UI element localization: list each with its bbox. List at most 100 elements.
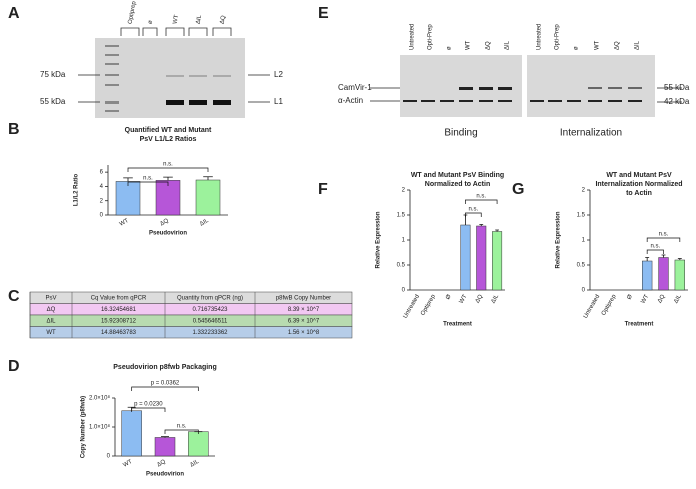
y-tick-label: 0 xyxy=(402,288,406,294)
significance-bracket xyxy=(127,167,209,172)
gel-image xyxy=(400,55,522,117)
error-bar xyxy=(203,176,213,180)
y-tick-label: 0 xyxy=(100,213,104,219)
lane-brackets xyxy=(120,27,232,36)
bar xyxy=(492,231,503,291)
camvir-bands xyxy=(459,87,642,90)
lane-label: ø xyxy=(148,20,155,25)
error-bar xyxy=(645,257,650,261)
arrows xyxy=(370,87,682,103)
error-bar xyxy=(677,258,682,260)
group-label: Binding xyxy=(444,128,477,139)
table-cell: 1.332233362 xyxy=(192,330,228,336)
band-label: L2 xyxy=(274,70,283,79)
table-cell: ΔIL xyxy=(46,318,56,324)
x-tick-label: ΔIL xyxy=(199,218,210,228)
y-tick-label: 0.5 xyxy=(577,263,586,269)
y-tick-label: 1.0×10⁸ xyxy=(89,424,111,431)
table-cell: 14.88463783 xyxy=(101,330,137,336)
error-bar xyxy=(479,224,484,226)
gel-image xyxy=(527,55,655,117)
x-tick-label: ΔQ xyxy=(156,459,167,469)
y-tick-label: 2 xyxy=(100,198,104,204)
arrows xyxy=(78,74,270,103)
error-bar xyxy=(123,177,133,182)
lane-label: Untreated xyxy=(537,24,543,50)
lane-label: Optiprep xyxy=(128,0,138,24)
chart-title: Quantified WT and Mutant xyxy=(125,127,212,134)
chart-title: Pseudovirion p8fwb Packaging xyxy=(113,364,216,371)
x-tick-label: WT xyxy=(119,218,130,228)
lane-label: Opti-Prep xyxy=(428,24,434,50)
bar xyxy=(476,225,487,291)
x-axis-label: Pseudovirion xyxy=(146,472,184,478)
x-tick-label: Untreated xyxy=(583,294,601,320)
lane-label: WT xyxy=(173,14,181,25)
bar xyxy=(658,257,669,291)
panel-label: B xyxy=(8,121,20,138)
chart-title: Normalized to Actin xyxy=(425,181,490,188)
significance-label: n.s. xyxy=(650,244,660,250)
significance-label: n.s. xyxy=(177,424,187,430)
x-tick-label: ΔQ xyxy=(657,294,667,305)
y-tick-label: 0.5 xyxy=(397,263,406,269)
x-axis-label: Pseudovirion xyxy=(149,231,187,237)
y-tick-label: 1.5 xyxy=(577,213,586,219)
x-tick-label: ΔIL xyxy=(490,293,500,304)
table-cell: 6.39 × 10^7 xyxy=(288,318,320,324)
significance-label: p = 0.0230 xyxy=(134,402,163,408)
panel-label: C xyxy=(8,288,20,305)
y-tick-label: 1 xyxy=(582,238,586,244)
significance-label: n.s. xyxy=(659,232,669,238)
chart: Pseudovirion p8fwb Packaging 0 1.0×10⁸ 2.0×… xyxy=(81,364,217,478)
table-cell: 8.39 × 10^7 xyxy=(288,307,320,313)
significance-bracket xyxy=(646,237,681,242)
lane-label: Opti-Prep xyxy=(555,24,561,50)
significance-label: p = 0.0362 xyxy=(151,381,180,387)
y-tick-label: 2 xyxy=(402,188,406,194)
lane-label: ΔIL xyxy=(635,40,641,50)
x-tick-label: WT xyxy=(122,459,133,469)
x-tick-label: Optiprep xyxy=(420,293,437,317)
y-axis-label: Copy Number (p8fwb) xyxy=(81,396,87,458)
y-tick-label: 0 xyxy=(582,288,586,294)
significance-bracket xyxy=(646,249,664,254)
panel-label: A xyxy=(8,5,20,22)
chart-title: Internalization Normalized xyxy=(595,181,682,188)
chart-title: WT and Mutant PsV Binding xyxy=(411,172,504,179)
bar xyxy=(674,259,685,291)
y-tick-label: 4 xyxy=(100,184,104,190)
significance-label: n.s. xyxy=(476,194,486,200)
x-tick-label: ΔQ xyxy=(475,294,485,305)
table-cell: 0.545646511 xyxy=(193,318,228,324)
l1-bands xyxy=(166,100,231,105)
significance-bracket xyxy=(164,429,199,434)
x-tick-label: ΔIL xyxy=(189,459,200,469)
significance-bracket xyxy=(131,407,166,412)
chart-title: to Actin xyxy=(626,190,652,197)
bar xyxy=(460,224,471,291)
bar xyxy=(121,410,142,457)
significance-label: n.s. xyxy=(163,162,173,168)
significance-label: n.s. xyxy=(143,176,153,182)
l2-bands xyxy=(166,75,231,77)
lane-label: WT xyxy=(466,40,472,50)
chart: WT and Mutant PsV Internalization Normali… xyxy=(556,172,688,328)
band-label: CamVir-1 xyxy=(338,83,372,92)
x-axis-label: Treatment xyxy=(625,322,654,328)
y-tick-label: 2.0×10⁸ xyxy=(89,395,111,402)
bar xyxy=(154,437,176,457)
x-tick-label: Optiprep xyxy=(601,293,618,317)
significance-bracket xyxy=(127,181,169,186)
x-axis-label: Treatment xyxy=(443,322,472,328)
significance-label: n.s. xyxy=(468,207,478,213)
panel-label: G xyxy=(512,181,524,198)
gel-e: Untreated Opti-Prep ø WT ΔQ ΔIL Untreate… xyxy=(338,24,690,139)
y-tick-label: 1 xyxy=(402,238,406,244)
bar xyxy=(155,180,181,216)
table-cell: 0.716735423 xyxy=(192,307,228,313)
table-cell: ΔQ xyxy=(47,307,56,313)
bar xyxy=(188,431,209,457)
y-axis-label: Relative Expression xyxy=(556,211,562,268)
